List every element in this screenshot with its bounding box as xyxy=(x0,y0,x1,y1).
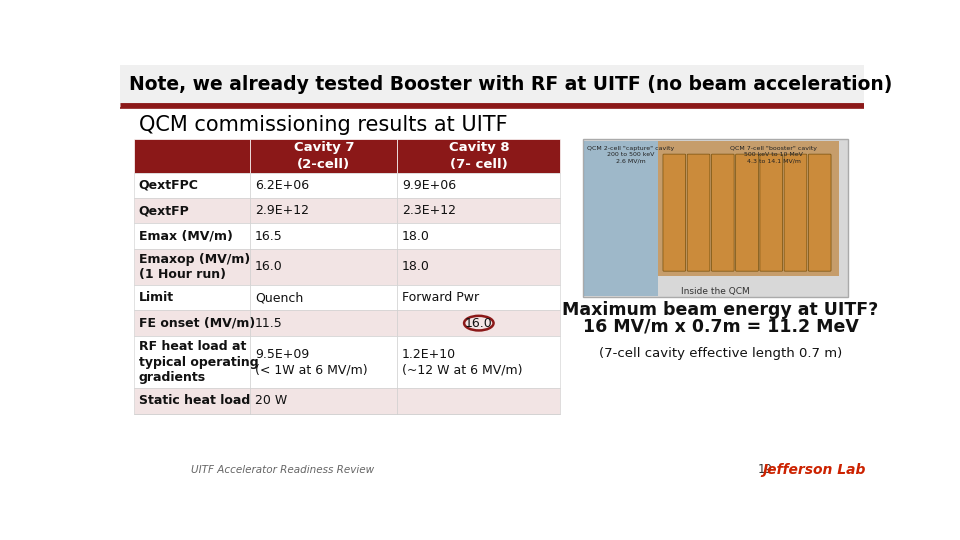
Text: Jefferson Lab: Jefferson Lab xyxy=(762,463,865,477)
FancyBboxPatch shape xyxy=(134,139,251,173)
FancyBboxPatch shape xyxy=(397,249,561,285)
Text: QextFPC: QextFPC xyxy=(138,179,199,192)
Text: 16.0: 16.0 xyxy=(254,260,282,273)
Text: Maximum beam energy at UITF?: Maximum beam energy at UITF? xyxy=(563,301,878,319)
Text: FE onset (MV/m): FE onset (MV/m) xyxy=(138,316,254,329)
FancyBboxPatch shape xyxy=(397,173,561,198)
FancyBboxPatch shape xyxy=(585,141,659,296)
FancyBboxPatch shape xyxy=(663,154,685,271)
FancyBboxPatch shape xyxy=(397,388,561,414)
Text: 16 MV/m x 0.7m = 11.2 MeV: 16 MV/m x 0.7m = 11.2 MeV xyxy=(583,318,858,335)
Text: Quench: Quench xyxy=(254,291,303,304)
FancyBboxPatch shape xyxy=(251,310,397,336)
FancyBboxPatch shape xyxy=(784,154,806,271)
Text: UITF Accelerator Readiness Review: UITF Accelerator Readiness Review xyxy=(191,465,374,475)
Text: 16.5: 16.5 xyxy=(254,230,282,242)
Text: 19: 19 xyxy=(757,463,772,476)
FancyBboxPatch shape xyxy=(134,173,251,198)
Text: QCM 7-cell "booster" cavity
500 keV to 10 MeV
4.3 to 14.1 MV/m: QCM 7-cell "booster" cavity 500 keV to 1… xyxy=(730,146,817,163)
FancyBboxPatch shape xyxy=(711,154,734,271)
FancyBboxPatch shape xyxy=(251,173,397,198)
FancyBboxPatch shape xyxy=(134,249,251,285)
FancyBboxPatch shape xyxy=(134,388,251,414)
FancyBboxPatch shape xyxy=(120,65,864,105)
FancyBboxPatch shape xyxy=(134,198,251,224)
Text: Cavity 8
(7- cell): Cavity 8 (7- cell) xyxy=(448,141,509,171)
Text: Static heat load: Static heat load xyxy=(138,394,250,407)
Text: 11.5: 11.5 xyxy=(254,316,282,329)
FancyBboxPatch shape xyxy=(659,141,839,276)
Text: 20 W: 20 W xyxy=(254,394,287,407)
Text: Cavity 7
(2-cell): Cavity 7 (2-cell) xyxy=(294,141,354,171)
Text: 6.2E+06: 6.2E+06 xyxy=(254,179,309,192)
FancyBboxPatch shape xyxy=(397,224,561,249)
FancyBboxPatch shape xyxy=(134,224,251,249)
Text: 16.0: 16.0 xyxy=(465,316,492,329)
Text: Forward Pwr: Forward Pwr xyxy=(402,291,479,304)
Text: 2.9E+12: 2.9E+12 xyxy=(254,204,309,217)
FancyBboxPatch shape xyxy=(251,388,397,414)
Text: Note, we already tested Booster with RF at UITF (no beam acceleration): Note, we already tested Booster with RF … xyxy=(130,75,893,94)
FancyBboxPatch shape xyxy=(134,310,251,336)
Text: 18.0: 18.0 xyxy=(402,230,430,242)
FancyBboxPatch shape xyxy=(134,336,251,388)
Text: Emaxop (MV/m)
(1 Hour run): Emaxop (MV/m) (1 Hour run) xyxy=(138,253,250,281)
Text: (7-cell cavity effective length 0.7 m): (7-cell cavity effective length 0.7 m) xyxy=(599,347,842,360)
Text: Inside the QCM: Inside the QCM xyxy=(681,287,750,296)
FancyBboxPatch shape xyxy=(251,224,397,249)
Text: QextFP: QextFP xyxy=(138,204,189,217)
FancyBboxPatch shape xyxy=(397,139,561,173)
Text: Emax (MV/m): Emax (MV/m) xyxy=(138,230,232,242)
FancyBboxPatch shape xyxy=(735,154,758,271)
FancyBboxPatch shape xyxy=(687,154,709,271)
Text: 9.9E+06: 9.9E+06 xyxy=(402,179,456,192)
Text: 9.5E+09
(< 1W at 6 MV/m): 9.5E+09 (< 1W at 6 MV/m) xyxy=(254,348,368,376)
FancyBboxPatch shape xyxy=(760,154,782,271)
Text: 2.3E+12: 2.3E+12 xyxy=(402,204,456,217)
FancyBboxPatch shape xyxy=(397,310,561,336)
Text: Limit: Limit xyxy=(138,291,174,304)
FancyBboxPatch shape xyxy=(251,336,397,388)
FancyBboxPatch shape xyxy=(397,285,561,310)
FancyBboxPatch shape xyxy=(808,154,831,271)
FancyBboxPatch shape xyxy=(397,336,561,388)
Text: QCM 2-cell "capture" cavity
200 to 500 keV
2.6 MV/m: QCM 2-cell "capture" cavity 200 to 500 k… xyxy=(587,146,674,163)
Text: QCM commissioning results at UITF: QCM commissioning results at UITF xyxy=(139,115,508,135)
FancyBboxPatch shape xyxy=(134,285,251,310)
Text: RF heat load at
typical operating
gradients: RF heat load at typical operating gradie… xyxy=(138,340,258,384)
FancyBboxPatch shape xyxy=(251,249,397,285)
FancyBboxPatch shape xyxy=(583,139,848,298)
Text: 18.0: 18.0 xyxy=(402,260,430,273)
FancyBboxPatch shape xyxy=(251,285,397,310)
Text: 1.2E+10
(~12 W at 6 MV/m): 1.2E+10 (~12 W at 6 MV/m) xyxy=(402,348,522,376)
FancyBboxPatch shape xyxy=(251,198,397,224)
FancyBboxPatch shape xyxy=(397,198,561,224)
FancyBboxPatch shape xyxy=(251,139,397,173)
